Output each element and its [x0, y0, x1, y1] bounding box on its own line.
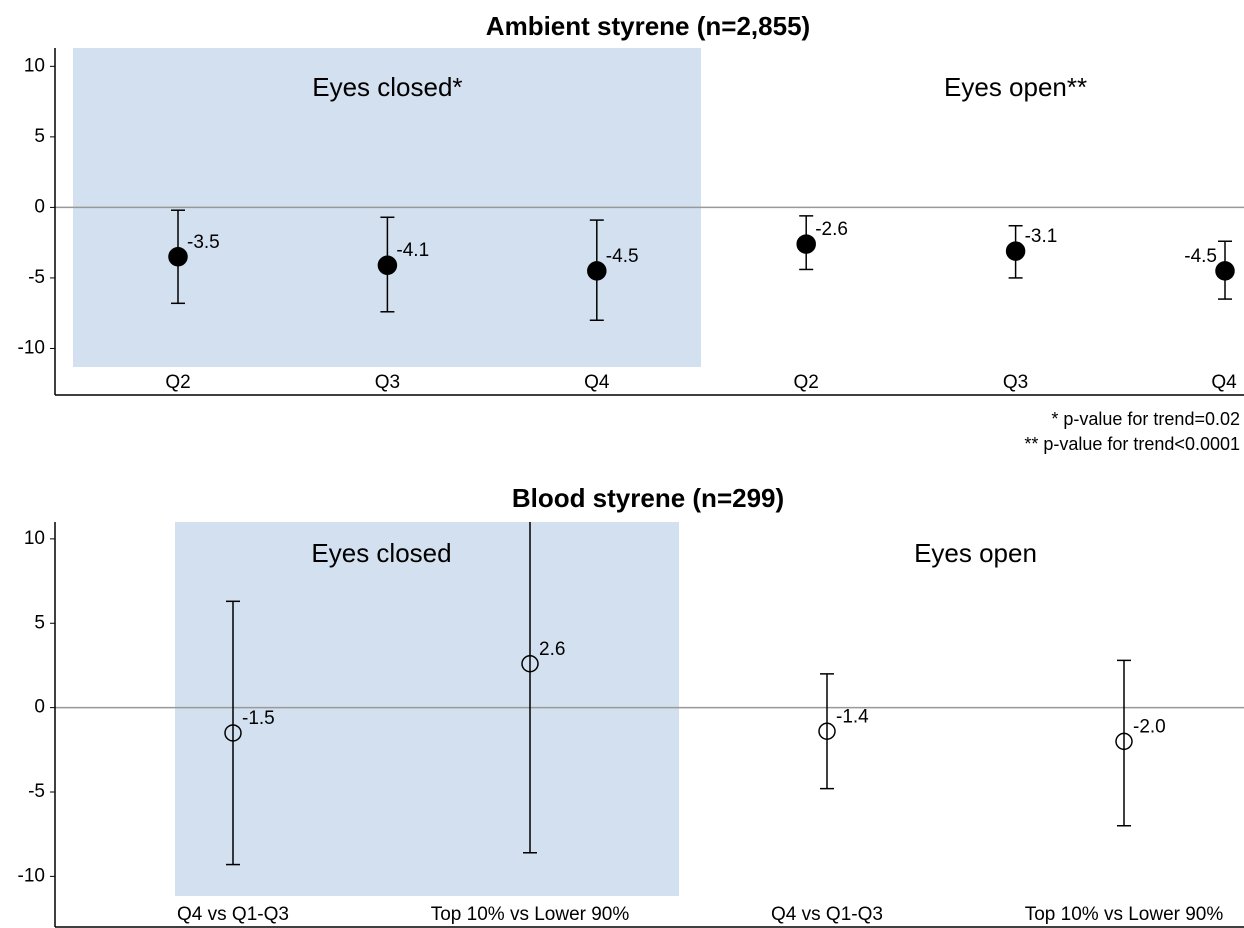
group-label: Eyes open**	[944, 72, 1087, 102]
point	[587, 261, 607, 281]
group-label: Eyes closed	[311, 538, 451, 568]
data-label: 2.6	[539, 639, 565, 660]
data-label: -4.5	[1184, 246, 1217, 267]
x-tick-label: Q3	[1003, 372, 1028, 393]
point	[1005, 241, 1026, 261]
y-tick-label: -5	[28, 781, 45, 802]
y-tick-label: 0	[34, 196, 45, 217]
chart-title: Ambient styrene (n=2,855)	[486, 11, 810, 41]
footnote: ** p-value for trend<0.0001	[1024, 434, 1240, 454]
error-bar	[226, 600, 240, 866]
group-label: Eyes open	[914, 538, 1037, 568]
x-tick-label: Q4 vs Q1-Q3	[771, 904, 883, 925]
x-tick-label: Top 10% vs Lower 90%	[1025, 904, 1224, 925]
x-tick-label: Q4 vs Q1-Q3	[177, 904, 289, 925]
data-label: -1.5	[242, 708, 275, 729]
y-tick-label: 5	[34, 612, 45, 633]
chart-title: Blood styrene (n=299)	[512, 483, 784, 513]
group-label: Eyes closed*	[312, 72, 462, 102]
x-tick-label: Q4	[1211, 372, 1237, 393]
error-bar	[523, 522, 537, 854]
footnote: * p-value for trend=0.02	[1051, 409, 1240, 429]
x-tick-label: Q2	[165, 372, 190, 393]
error-bar	[820, 673, 834, 790]
point	[1115, 732, 1133, 751]
y-tick-label: 5	[34, 126, 45, 147]
data-label: -4.1	[396, 240, 429, 261]
data-label: -4.5	[606, 246, 639, 267]
data-label: -2.6	[815, 219, 848, 240]
y-tick-label: 0	[34, 697, 45, 718]
x-tick-label: Top 10% vs Lower 90%	[431, 904, 630, 925]
group-shade	[175, 522, 679, 896]
y-tick-label: 10	[24, 55, 45, 76]
error-bar	[1117, 659, 1131, 827]
x-tick-label: Q4	[584, 372, 610, 393]
point	[1215, 261, 1235, 281]
point	[521, 655, 539, 673]
point	[818, 722, 836, 740]
x-tick-label: Q2	[794, 372, 819, 393]
y-tick-label: -10	[18, 337, 45, 358]
data-label: -2.0	[1133, 716, 1166, 737]
data-label: -1.4	[836, 706, 869, 727]
y-tick-label: -10	[18, 865, 45, 886]
point	[796, 234, 816, 254]
point	[168, 247, 188, 267]
point	[224, 724, 242, 742]
data-label: -3.5	[187, 232, 220, 253]
data-label: -3.1	[1025, 226, 1058, 247]
x-tick-label: Q3	[375, 372, 400, 393]
point	[377, 255, 398, 275]
y-tick-label: -5	[28, 267, 45, 288]
y-tick-label: 10	[24, 528, 45, 549]
